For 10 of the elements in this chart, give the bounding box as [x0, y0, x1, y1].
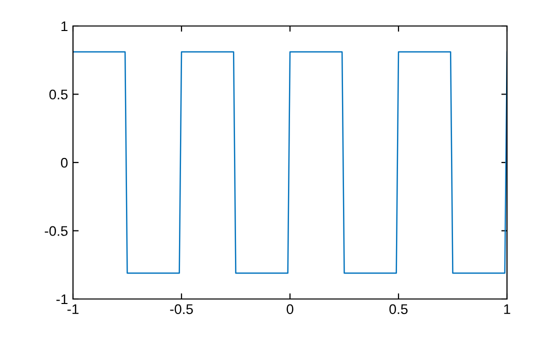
x-tick-label: 1	[504, 304, 510, 314]
x-tick-label: 0	[286, 304, 294, 314]
y-tick-label: 0	[60, 158, 68, 168]
x-tick-label: -1	[67, 304, 78, 314]
y-tick-label: 1	[61, 21, 68, 32]
x-tick-label: -0.5	[170, 304, 193, 314]
y-tick-label: 0.5	[49, 90, 68, 100]
x-tick-label: 0.5	[389, 304, 408, 314]
y-tick-label: -1	[56, 294, 68, 304]
y-tick-label: -0.5	[44, 226, 68, 236]
